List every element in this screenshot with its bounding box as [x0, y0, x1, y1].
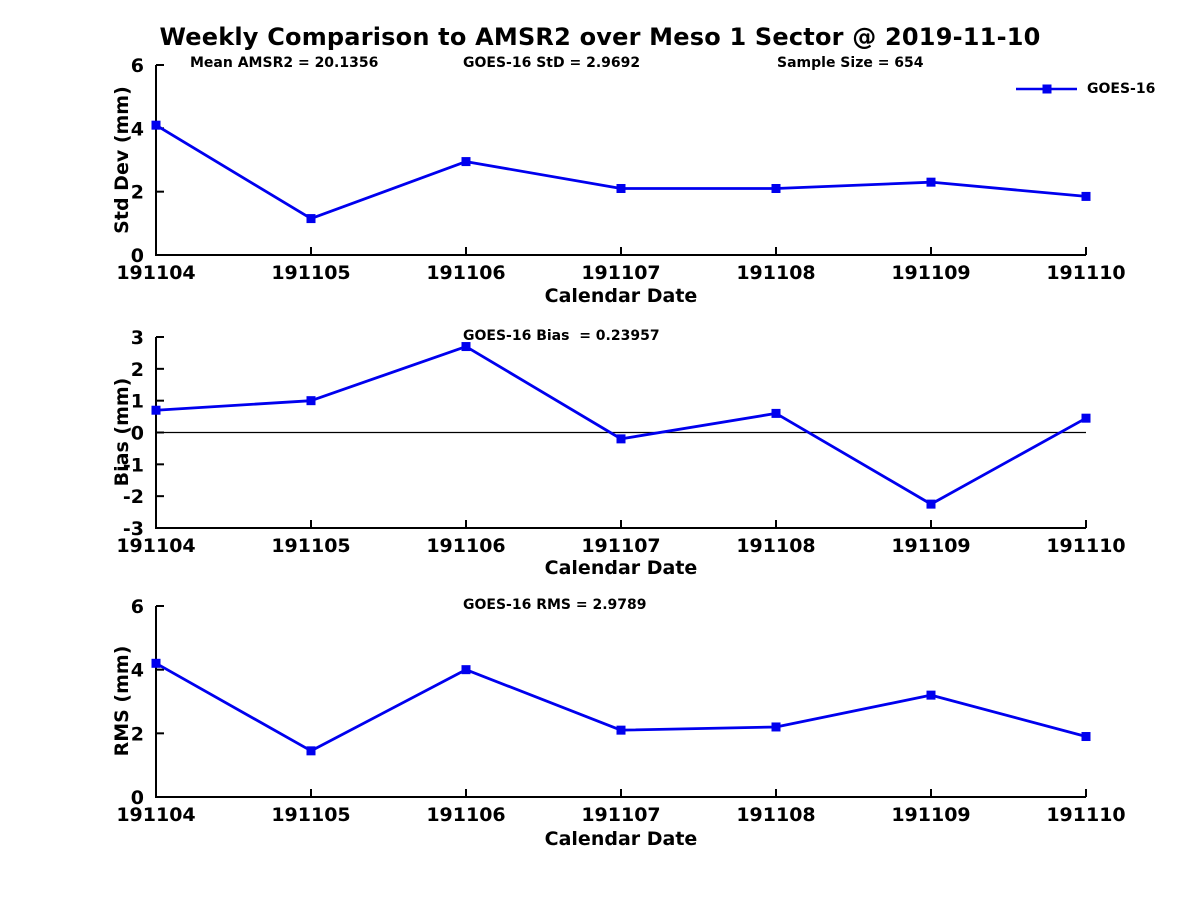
series-marker — [616, 725, 626, 735]
x-tick-label: 191110 — [1046, 804, 1125, 826]
x-tick-label: 191109 — [891, 262, 970, 284]
x-tick-label: 191104 — [116, 535, 195, 557]
series-marker — [1081, 191, 1091, 201]
annotation-goes16-std: GOES-16 StD = 2.9692 — [463, 55, 641, 71]
series-marker — [1081, 732, 1091, 742]
series-marker — [1081, 413, 1091, 423]
legend-line-icon — [1016, 84, 1077, 94]
y-tick-label: 2 — [131, 182, 144, 204]
xlabel-bias: Calendar Date — [544, 557, 698, 579]
y-tick-label: 0 — [131, 787, 144, 809]
series-marker — [306, 746, 316, 756]
ylabel-rms: RMS (mm) — [111, 645, 133, 757]
y-tick-label: 2 — [131, 359, 144, 381]
x-tick-label: 191108 — [736, 262, 815, 284]
subplot-rms: 0 2 4 6 191104 191105 191106 191107 191108 191109… — [116, 596, 1125, 826]
xlabel-std-dev: Calendar Date — [544, 285, 698, 307]
x-tick-label: 191105 — [271, 535, 350, 557]
legend-label: GOES-16 — [1087, 81, 1156, 97]
series-marker — [461, 665, 471, 675]
y-tick-label: 6 — [131, 596, 144, 618]
series-marker — [771, 408, 781, 418]
series-line-goes-16 — [155, 345, 1087, 506]
series-line-goes-16 — [155, 123, 1087, 220]
y-tick-label: 0 — [131, 245, 144, 267]
series-marker — [151, 120, 161, 130]
x-tick-label: 191105 — [271, 804, 350, 826]
series-marker — [616, 184, 626, 193]
xlabel-rms: Calendar Date — [544, 828, 698, 850]
x-tick-label: 191110 — [1046, 262, 1125, 284]
y-tick-label: 4 — [131, 660, 144, 682]
y-tick-label: 1 — [131, 391, 144, 413]
series-marker — [461, 342, 471, 352]
x-tick-label: 191106 — [426, 804, 505, 826]
ylabel-bias: Bias (mm) — [111, 377, 133, 487]
y-tick-label: 6 — [131, 55, 144, 77]
series-line-goes-16 — [155, 662, 1087, 753]
x-tick-label: 191105 — [271, 262, 350, 284]
y-tick-label: 3 — [131, 327, 144, 349]
series-marker — [771, 722, 781, 732]
x-tick-label: 191104 — [116, 262, 195, 284]
x-tick-label: 191104 — [116, 804, 195, 826]
series-marker — [461, 157, 471, 167]
series-marker — [616, 434, 626, 444]
x-tick-label: 191108 — [736, 535, 815, 557]
y-tick-label: -1 — [123, 454, 144, 476]
y-tick-label: -3 — [123, 518, 144, 540]
subplot-std-dev: 0 2 4 6 191104 191105 191106 191107 191108 191109… — [116, 55, 1125, 284]
y-tick-label: 2 — [131, 723, 144, 745]
x-tick-label: 191110 — [1046, 535, 1125, 557]
x-tick-label: 191107 — [581, 262, 660, 284]
y-tick-label: -2 — [123, 486, 144, 508]
x-tick-label: 191107 — [581, 804, 660, 826]
series-marker — [306, 396, 316, 406]
ylabel-std-dev: Std Dev (mm) — [111, 86, 133, 234]
figure-title: Weekly Comparison to AMSR2 over Meso 1 S… — [159, 23, 1041, 51]
x-tick-label: 191107 — [581, 535, 660, 557]
annotation-goes16-bias: GOES-16 Bias = 0.23957 — [463, 328, 660, 344]
series-marker — [926, 690, 936, 700]
y-tick-label: 4 — [131, 118, 144, 140]
series-marker — [926, 177, 936, 187]
x-tick-label: 191108 — [736, 804, 815, 826]
annotation-goes16-rms: GOES-16 RMS = 2.9789 — [463, 597, 647, 613]
legend: GOES-16 — [1016, 81, 1155, 97]
x-tick-label: 191109 — [891, 535, 970, 557]
series-marker — [306, 214, 316, 224]
series-marker — [151, 658, 161, 668]
series-marker — [151, 405, 161, 415]
series-marker — [926, 499, 936, 509]
x-tick-label: 191106 — [426, 262, 505, 284]
series-marker — [771, 184, 781, 193]
y-tick-label: 0 — [131, 423, 144, 445]
subplot-bias: -3 -2 -1 0 1 2 3 191104 191105 191106 191107 191108… — [116, 327, 1125, 557]
x-tick-label: 191109 — [891, 804, 970, 826]
annotation-mean-amsr2: Mean AMSR2 = 20.1356 — [190, 55, 379, 71]
annotation-sample-size: Sample Size = 654 — [777, 55, 924, 71]
x-tick-label: 191106 — [426, 535, 505, 557]
